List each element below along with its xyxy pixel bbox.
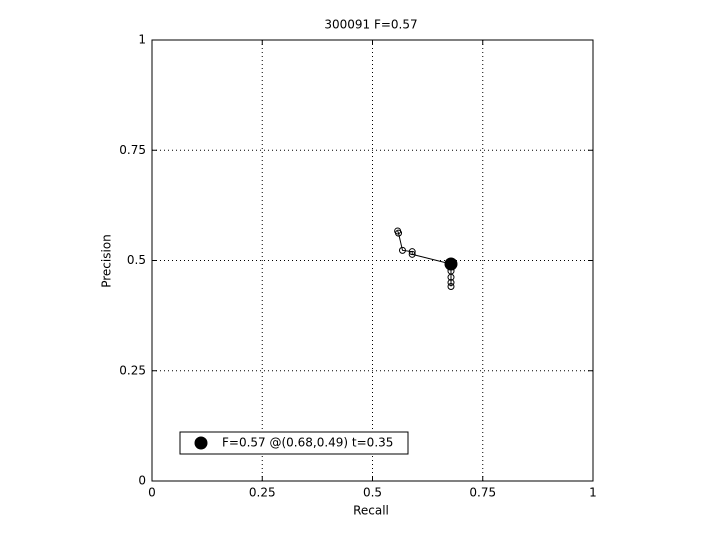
- legend-box: [179, 431, 409, 455]
- x-tick-label: 0.5: [363, 486, 382, 500]
- chart-title: 300091 F=0.57: [324, 18, 417, 32]
- best-point: [444, 257, 458, 271]
- x-tick-label: 0: [148, 486, 156, 500]
- y-tick-label: 0.5: [127, 253, 146, 267]
- point: [447, 283, 455, 291]
- x-tick-label: 0.75: [469, 486, 496, 500]
- point: [447, 273, 455, 281]
- x-tick-label: 0.25: [249, 486, 276, 500]
- point: [447, 279, 455, 287]
- point: [395, 229, 403, 237]
- point: [408, 250, 416, 258]
- y-tick-label: 0.75: [119, 143, 146, 157]
- point: [398, 246, 406, 254]
- legend-marker: [194, 436, 208, 450]
- y-tick-label: 0.25: [119, 363, 146, 377]
- y-axis-label: Precision: [100, 234, 114, 288]
- point: [408, 248, 416, 256]
- x-axis-label: Recall: [353, 504, 389, 518]
- y-tick-label: 1: [138, 33, 146, 47]
- legend-label: F=0.57 @(0.68,0.49) t=0.35: [222, 436, 393, 450]
- plot-frame: [151, 39, 594, 482]
- y-tick-label: 0: [138, 474, 146, 488]
- x-tick-label: 1: [589, 486, 597, 500]
